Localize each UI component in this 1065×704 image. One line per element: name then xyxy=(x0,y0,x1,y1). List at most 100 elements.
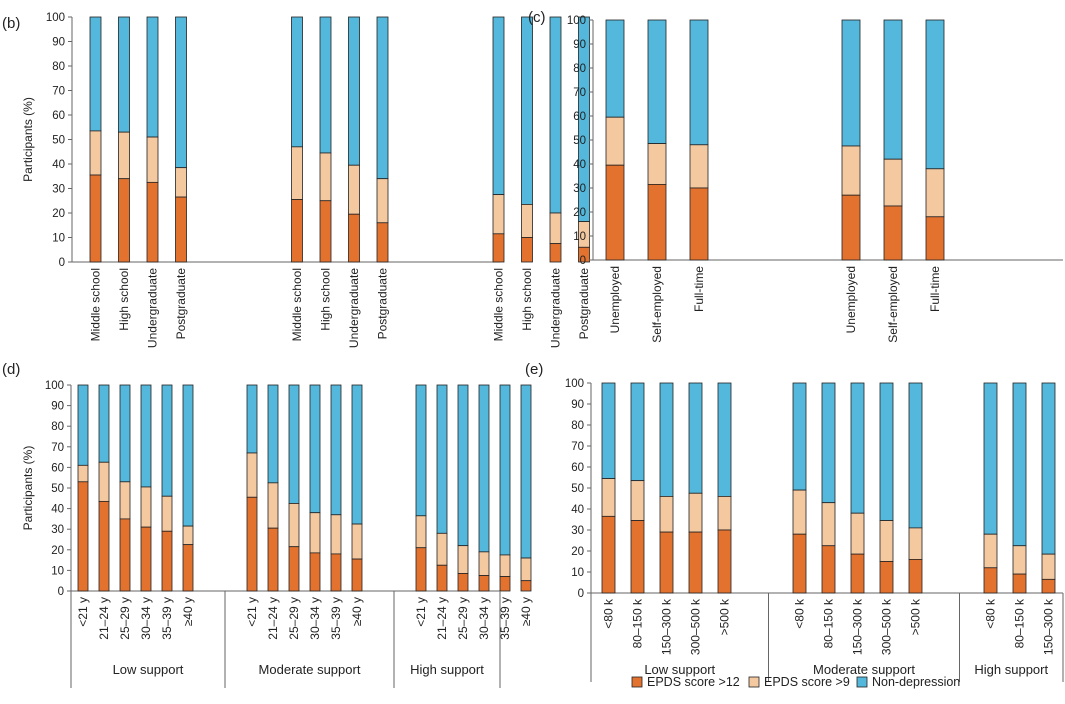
bar-segment-non-depression xyxy=(319,16,332,154)
panel-d-age-by-support: (d) 0 10 20 30 40 50 60 70 80 90 100 Participants (%… xyxy=(2,361,533,688)
y-tick-label: 80 xyxy=(573,63,586,75)
bar-segment-non-depression xyxy=(841,19,861,147)
bar-segment-non-depression xyxy=(605,19,625,118)
bar-segment-epds-over-12 xyxy=(717,529,732,594)
bar-segment-epds-over-12 xyxy=(119,518,131,592)
bar-segment-epds-over-9 xyxy=(689,144,709,189)
bar-segment-epds-over-9 xyxy=(351,523,363,560)
bar-segment-epds-over-12 xyxy=(376,222,389,263)
bar-segment-non-depression xyxy=(89,16,102,132)
y-tick-label: 0 xyxy=(59,257,65,269)
bar-segment-epds-over-12 xyxy=(578,246,590,263)
bar-segment-epds-over-9 xyxy=(1041,553,1056,580)
bar-segment-epds-over-9 xyxy=(601,478,616,517)
y-tick-label: 80 xyxy=(52,61,65,73)
bar-segment-epds-over-9 xyxy=(925,168,945,218)
y-tick-label: 70 xyxy=(51,442,64,454)
x-category-label: 35–39 y xyxy=(329,597,343,640)
y-tick-label: 30 xyxy=(51,524,64,536)
bar-segment-epds-over-12 xyxy=(348,213,360,263)
bar-segment-non-depression xyxy=(925,19,945,170)
y-tick-label: 80 xyxy=(51,421,64,433)
bar-segment-non-depression xyxy=(415,384,427,517)
bar-segment-non-depression xyxy=(175,16,187,169)
bar-segment-epds-over-12 xyxy=(161,530,173,592)
x-category-label: 150–300 k xyxy=(1042,598,1056,655)
y-tick-label: 0 xyxy=(580,255,586,267)
x-category-label: Undergraduate xyxy=(146,268,160,348)
bar-segment-non-depression xyxy=(883,19,903,160)
bar-segment-epds-over-12 xyxy=(492,233,505,263)
panel-c-employment: (c) 0 10 20 30 40 50 60 70 80 90 100 Unemployed Self-… xyxy=(528,9,1063,343)
bar-segment-epds-over-12 xyxy=(688,531,703,594)
bar-segment-epds-over-12 xyxy=(291,199,303,263)
legend-label: EPDS score >12 xyxy=(647,675,740,689)
bar-segment-non-depression xyxy=(983,382,998,535)
bar-segment-epds-over-12 xyxy=(925,216,945,261)
bar-segment-epds-over-9 xyxy=(841,145,861,196)
y-tick-label: 100 xyxy=(565,378,584,390)
y-axis-label: Participants (%) xyxy=(21,446,35,531)
bar-segment-epds-over-12 xyxy=(267,527,279,592)
bar-segment-non-depression xyxy=(601,382,616,479)
bar-segment-epds-over-9 xyxy=(908,527,923,560)
legend-label: EPDS score >9 xyxy=(764,675,850,689)
bar-segment-epds-over-9 xyxy=(659,495,674,533)
bar-segment-non-depression xyxy=(161,384,173,497)
bar-segment-epds-over-12 xyxy=(288,546,300,592)
x-category-label: Postgraduate xyxy=(174,268,188,340)
bar-segment-non-depression xyxy=(717,382,732,497)
bar-segment-epds-over-12 xyxy=(246,496,258,592)
bar-segment-epds-over-9 xyxy=(647,143,667,185)
legend-label: Non-depression xyxy=(872,675,960,689)
y-tick-label: 10 xyxy=(573,231,586,243)
bar-segment-epds-over-9 xyxy=(630,480,645,521)
bar-segment-non-depression xyxy=(908,382,923,529)
x-category-label: 25–29 y xyxy=(118,597,132,640)
bar-segment-non-depression xyxy=(688,382,703,494)
bar-segment-epds-over-9 xyxy=(246,452,258,498)
bar-segment-epds-over-12 xyxy=(146,181,159,263)
panel-label: (c) xyxy=(528,9,546,26)
bar-segment-non-depression xyxy=(288,384,300,504)
y-tick-label: 30 xyxy=(52,184,65,196)
bar-segment-epds-over-9 xyxy=(883,158,903,207)
y-tick-label: 60 xyxy=(571,462,584,474)
bar-segment-non-depression xyxy=(1041,382,1056,555)
bar-segment-epds-over-12 xyxy=(792,533,807,594)
bar-segment-non-depression xyxy=(821,382,836,504)
bar-segment-non-depression xyxy=(792,382,807,491)
x-category-label: <80 k xyxy=(793,598,807,629)
group-label: Low support xyxy=(644,662,715,677)
bar-segment-epds-over-12 xyxy=(841,194,861,261)
bar-segment-non-depression xyxy=(549,16,562,214)
bar-segment-epds-over-12 xyxy=(478,575,490,592)
legend-swatch xyxy=(856,676,868,688)
y-tick-label: 10 xyxy=(51,565,64,577)
bar-segment-epds-over-12 xyxy=(520,580,532,592)
y-tick-label: 40 xyxy=(573,159,586,171)
bar-segment-epds-over-9 xyxy=(89,130,102,176)
bar-segment-epds-over-9 xyxy=(478,551,490,576)
bar-segment-epds-over-9 xyxy=(182,525,194,546)
y-tick-label: 70 xyxy=(573,87,586,99)
bar-segment-epds-over-9 xyxy=(717,495,732,531)
bar-segment-epds-over-9 xyxy=(348,164,360,215)
y-tick-label: 100 xyxy=(46,12,65,24)
bar-segment-epds-over-12 xyxy=(647,183,667,261)
y-tick-label: 20 xyxy=(571,546,584,558)
x-category-label: Postgraduate xyxy=(577,268,591,340)
group-label: Moderate support xyxy=(259,662,361,677)
bar-segment-non-depression xyxy=(376,16,389,180)
y-axis-label: Participants (%) xyxy=(21,97,35,182)
bar-segment-non-depression xyxy=(499,384,511,556)
group-label: High support xyxy=(974,662,1048,677)
bar-segment-epds-over-12 xyxy=(330,553,342,592)
bar-segment-epds-over-12 xyxy=(457,573,469,592)
bar-segment-epds-over-9 xyxy=(146,136,159,183)
x-category-label: 35–39 y xyxy=(498,597,512,640)
bar-segment-epds-over-9 xyxy=(983,533,998,569)
bar-segment-non-depression xyxy=(521,16,533,205)
bar-segment-epds-over-12 xyxy=(77,481,89,592)
bar-segment-epds-over-9 xyxy=(457,545,469,574)
